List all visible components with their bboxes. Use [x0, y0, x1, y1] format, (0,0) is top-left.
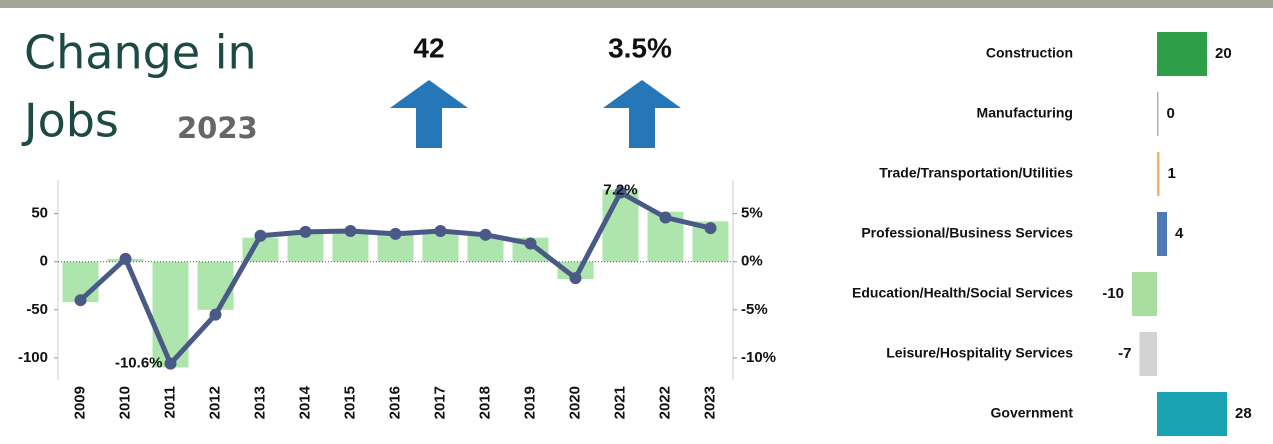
line-marker	[704, 222, 717, 235]
bar	[1139, 332, 1157, 376]
y-tick-label: -100	[18, 349, 48, 366]
x-tick-label: 2011	[161, 386, 178, 419]
line-marker	[389, 227, 402, 240]
up-arrow	[390, 80, 468, 148]
title-line2: Jobs	[21, 94, 119, 148]
line-marker	[614, 186, 627, 199]
x-tick-label: 2009	[71, 386, 88, 419]
bar	[1157, 32, 1207, 76]
line-marker	[659, 211, 672, 224]
x-tick-label: 2021	[611, 386, 628, 419]
y2-tick-label: -5%	[741, 301, 768, 318]
line-marker	[164, 357, 177, 370]
bar	[1157, 92, 1159, 136]
bar	[197, 261, 234, 310]
data-label: 1	[1168, 165, 1176, 182]
kpi-value: 42	[413, 32, 444, 63]
year: 2023	[177, 111, 258, 145]
line-marker	[569, 272, 582, 285]
title-line1: Change in	[24, 26, 257, 80]
line-marker	[434, 224, 447, 237]
data-label: 4	[1175, 225, 1184, 242]
category-label: Leisure/Hospitality Services	[886, 345, 1073, 361]
line-marker	[254, 229, 267, 242]
y2-tick-label: -10%	[741, 349, 776, 366]
top-band	[0, 0, 1273, 8]
bar	[1157, 152, 1160, 196]
y2-tick-label: 5%	[741, 205, 763, 222]
line-marker	[299, 225, 312, 238]
data-label: 0	[1167, 105, 1175, 122]
data-label: 28	[1235, 405, 1252, 422]
kpi-value: 3.5%	[608, 32, 672, 63]
up-arrow	[603, 80, 681, 148]
category-label: Education/Health/Social Services	[852, 285, 1073, 301]
line-marker	[119, 252, 132, 265]
x-tick-label: 2019	[521, 386, 538, 419]
y-tick-label: -50	[26, 301, 48, 318]
x-tick-label: 2020	[566, 386, 583, 419]
bar	[1132, 272, 1157, 316]
category-label: Government	[991, 405, 1074, 421]
category-label: Construction	[986, 45, 1073, 61]
data-label: -10	[1102, 285, 1124, 302]
x-tick-label: 2014	[296, 385, 313, 419]
line-marker	[524, 237, 537, 250]
line-marker	[479, 228, 492, 241]
bar	[1157, 212, 1167, 256]
y2-tick-label: 0%	[741, 253, 763, 270]
x-tick-label: 2016	[386, 386, 403, 419]
x-tick-label: 2012	[206, 386, 223, 419]
bar	[422, 233, 459, 262]
category-label: Professional/Business Services	[861, 225, 1073, 241]
x-tick-label: 2013	[251, 386, 268, 419]
x-tick-label: 2023	[701, 386, 718, 419]
data-label: 7.2%	[603, 181, 637, 198]
category-label: Manufacturing	[977, 105, 1073, 121]
data-label: 20	[1215, 45, 1232, 62]
line-marker	[209, 308, 222, 321]
x-tick-label: 2017	[431, 386, 448, 419]
line-marker	[344, 224, 357, 237]
bar	[1157, 392, 1227, 436]
data-label: -10.6%	[115, 355, 163, 372]
y-tick-label: 0	[40, 253, 48, 270]
category-label: Trade/Transportation/Utilities	[879, 165, 1073, 181]
line-marker	[74, 294, 87, 307]
x-tick-label: 2022	[656, 386, 673, 419]
y-tick-label: 50	[31, 205, 48, 222]
x-tick-label: 2010	[116, 386, 133, 419]
x-tick-label: 2015	[341, 386, 358, 419]
data-label: -7	[1118, 345, 1131, 362]
bar	[332, 232, 369, 262]
x-tick-label: 2018	[476, 386, 493, 419]
